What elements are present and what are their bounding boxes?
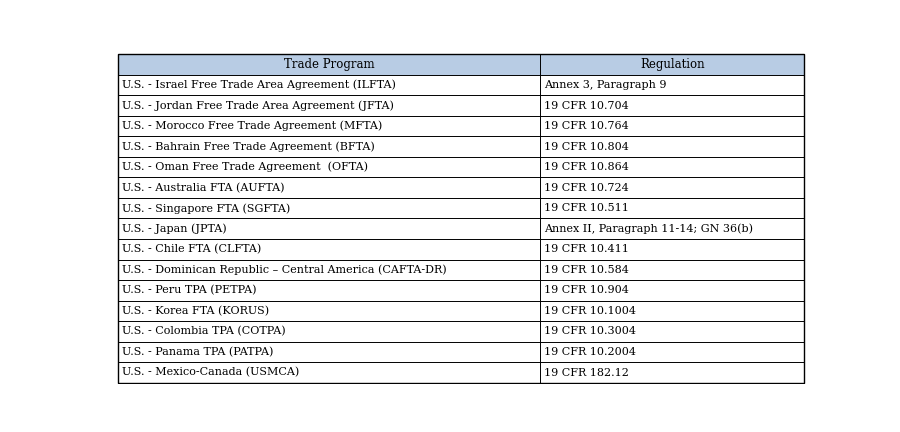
Text: U.S. - Australia FTA (AUFTA): U.S. - Australia FTA (AUFTA) (122, 183, 284, 193)
Bar (118, 362, 805, 383)
Text: 19 CFR 10.411: 19 CFR 10.411 (544, 245, 629, 254)
Text: U.S. - Oman Free Trade Agreement  (OFTA): U.S. - Oman Free Trade Agreement (OFTA) (122, 162, 368, 172)
Text: U.S. - Peru TPA (PETPA): U.S. - Peru TPA (PETPA) (122, 285, 256, 295)
Text: U.S. - Morocco Free Trade Agreement (MFTA): U.S. - Morocco Free Trade Agreement (MFT… (122, 121, 382, 131)
Text: 19 CFR 10.511: 19 CFR 10.511 (544, 203, 629, 213)
Text: 19 CFR 10.584: 19 CFR 10.584 (544, 265, 629, 275)
Text: 19 CFR 10.3004: 19 CFR 10.3004 (544, 327, 636, 337)
Text: Trade Program: Trade Program (284, 58, 374, 71)
Bar (118, 95, 805, 116)
Text: 19 CFR 10.704: 19 CFR 10.704 (544, 101, 629, 111)
Bar (118, 239, 805, 260)
Text: U.S. - Panama TPA (PATPA): U.S. - Panama TPA (PATPA) (122, 347, 274, 357)
Bar (118, 280, 805, 301)
Text: U.S. - Singapore FTA (SGFTA): U.S. - Singapore FTA (SGFTA) (122, 203, 291, 213)
Bar (118, 178, 805, 198)
Text: U.S. - Mexico-Canada (USMCA): U.S. - Mexico-Canada (USMCA) (122, 367, 300, 378)
Bar (118, 157, 805, 178)
Text: U.S. - Bahrain Free Trade Agreement (BFTA): U.S. - Bahrain Free Trade Agreement (BFT… (122, 141, 375, 152)
Bar (118, 260, 805, 280)
Bar (118, 116, 805, 137)
Text: 19 CFR 10.904: 19 CFR 10.904 (544, 286, 629, 295)
Text: 19 CFR 10.864: 19 CFR 10.864 (544, 162, 629, 172)
Text: U.S. - Chile FTA (CLFTA): U.S. - Chile FTA (CLFTA) (122, 244, 262, 254)
Text: U.S. - Japan (JPTA): U.S. - Japan (JPTA) (122, 223, 227, 234)
Text: Regulation: Regulation (640, 58, 705, 71)
Text: 19 CFR 10.804: 19 CFR 10.804 (544, 142, 629, 152)
Text: U.S. - Colombia TPA (COTPA): U.S. - Colombia TPA (COTPA) (122, 326, 286, 337)
Bar (118, 301, 805, 321)
Bar (118, 342, 805, 362)
Text: 19 CFR 10.764: 19 CFR 10.764 (544, 121, 629, 131)
Text: 19 CFR 10.724: 19 CFR 10.724 (544, 183, 629, 193)
Bar (118, 321, 805, 342)
Bar (118, 137, 805, 157)
Text: 19 CFR 182.12: 19 CFR 182.12 (544, 368, 629, 378)
Bar (118, 198, 805, 219)
Text: U.S. - Jordan Free Trade Area Agreement (JFTA): U.S. - Jordan Free Trade Area Agreement … (122, 100, 394, 111)
Text: Annex II, Paragraph 11-14; GN 36(b): Annex II, Paragraph 11-14; GN 36(b) (544, 223, 753, 234)
Bar (118, 54, 805, 75)
Text: Annex 3, Paragraph 9: Annex 3, Paragraph 9 (544, 80, 667, 90)
Text: 19 CFR 10.1004: 19 CFR 10.1004 (544, 306, 636, 316)
Text: U.S. - Israel Free Trade Area Agreement (ILFTA): U.S. - Israel Free Trade Area Agreement … (122, 79, 396, 90)
Bar (118, 219, 805, 239)
Text: 19 CFR 10.2004: 19 CFR 10.2004 (544, 347, 636, 357)
Text: U.S. - Dominican Republic – Central America (CAFTA-DR): U.S. - Dominican Republic – Central Amer… (122, 264, 447, 275)
Bar (118, 75, 805, 95)
Text: U.S. - Korea FTA (KORUS): U.S. - Korea FTA (KORUS) (122, 306, 269, 316)
